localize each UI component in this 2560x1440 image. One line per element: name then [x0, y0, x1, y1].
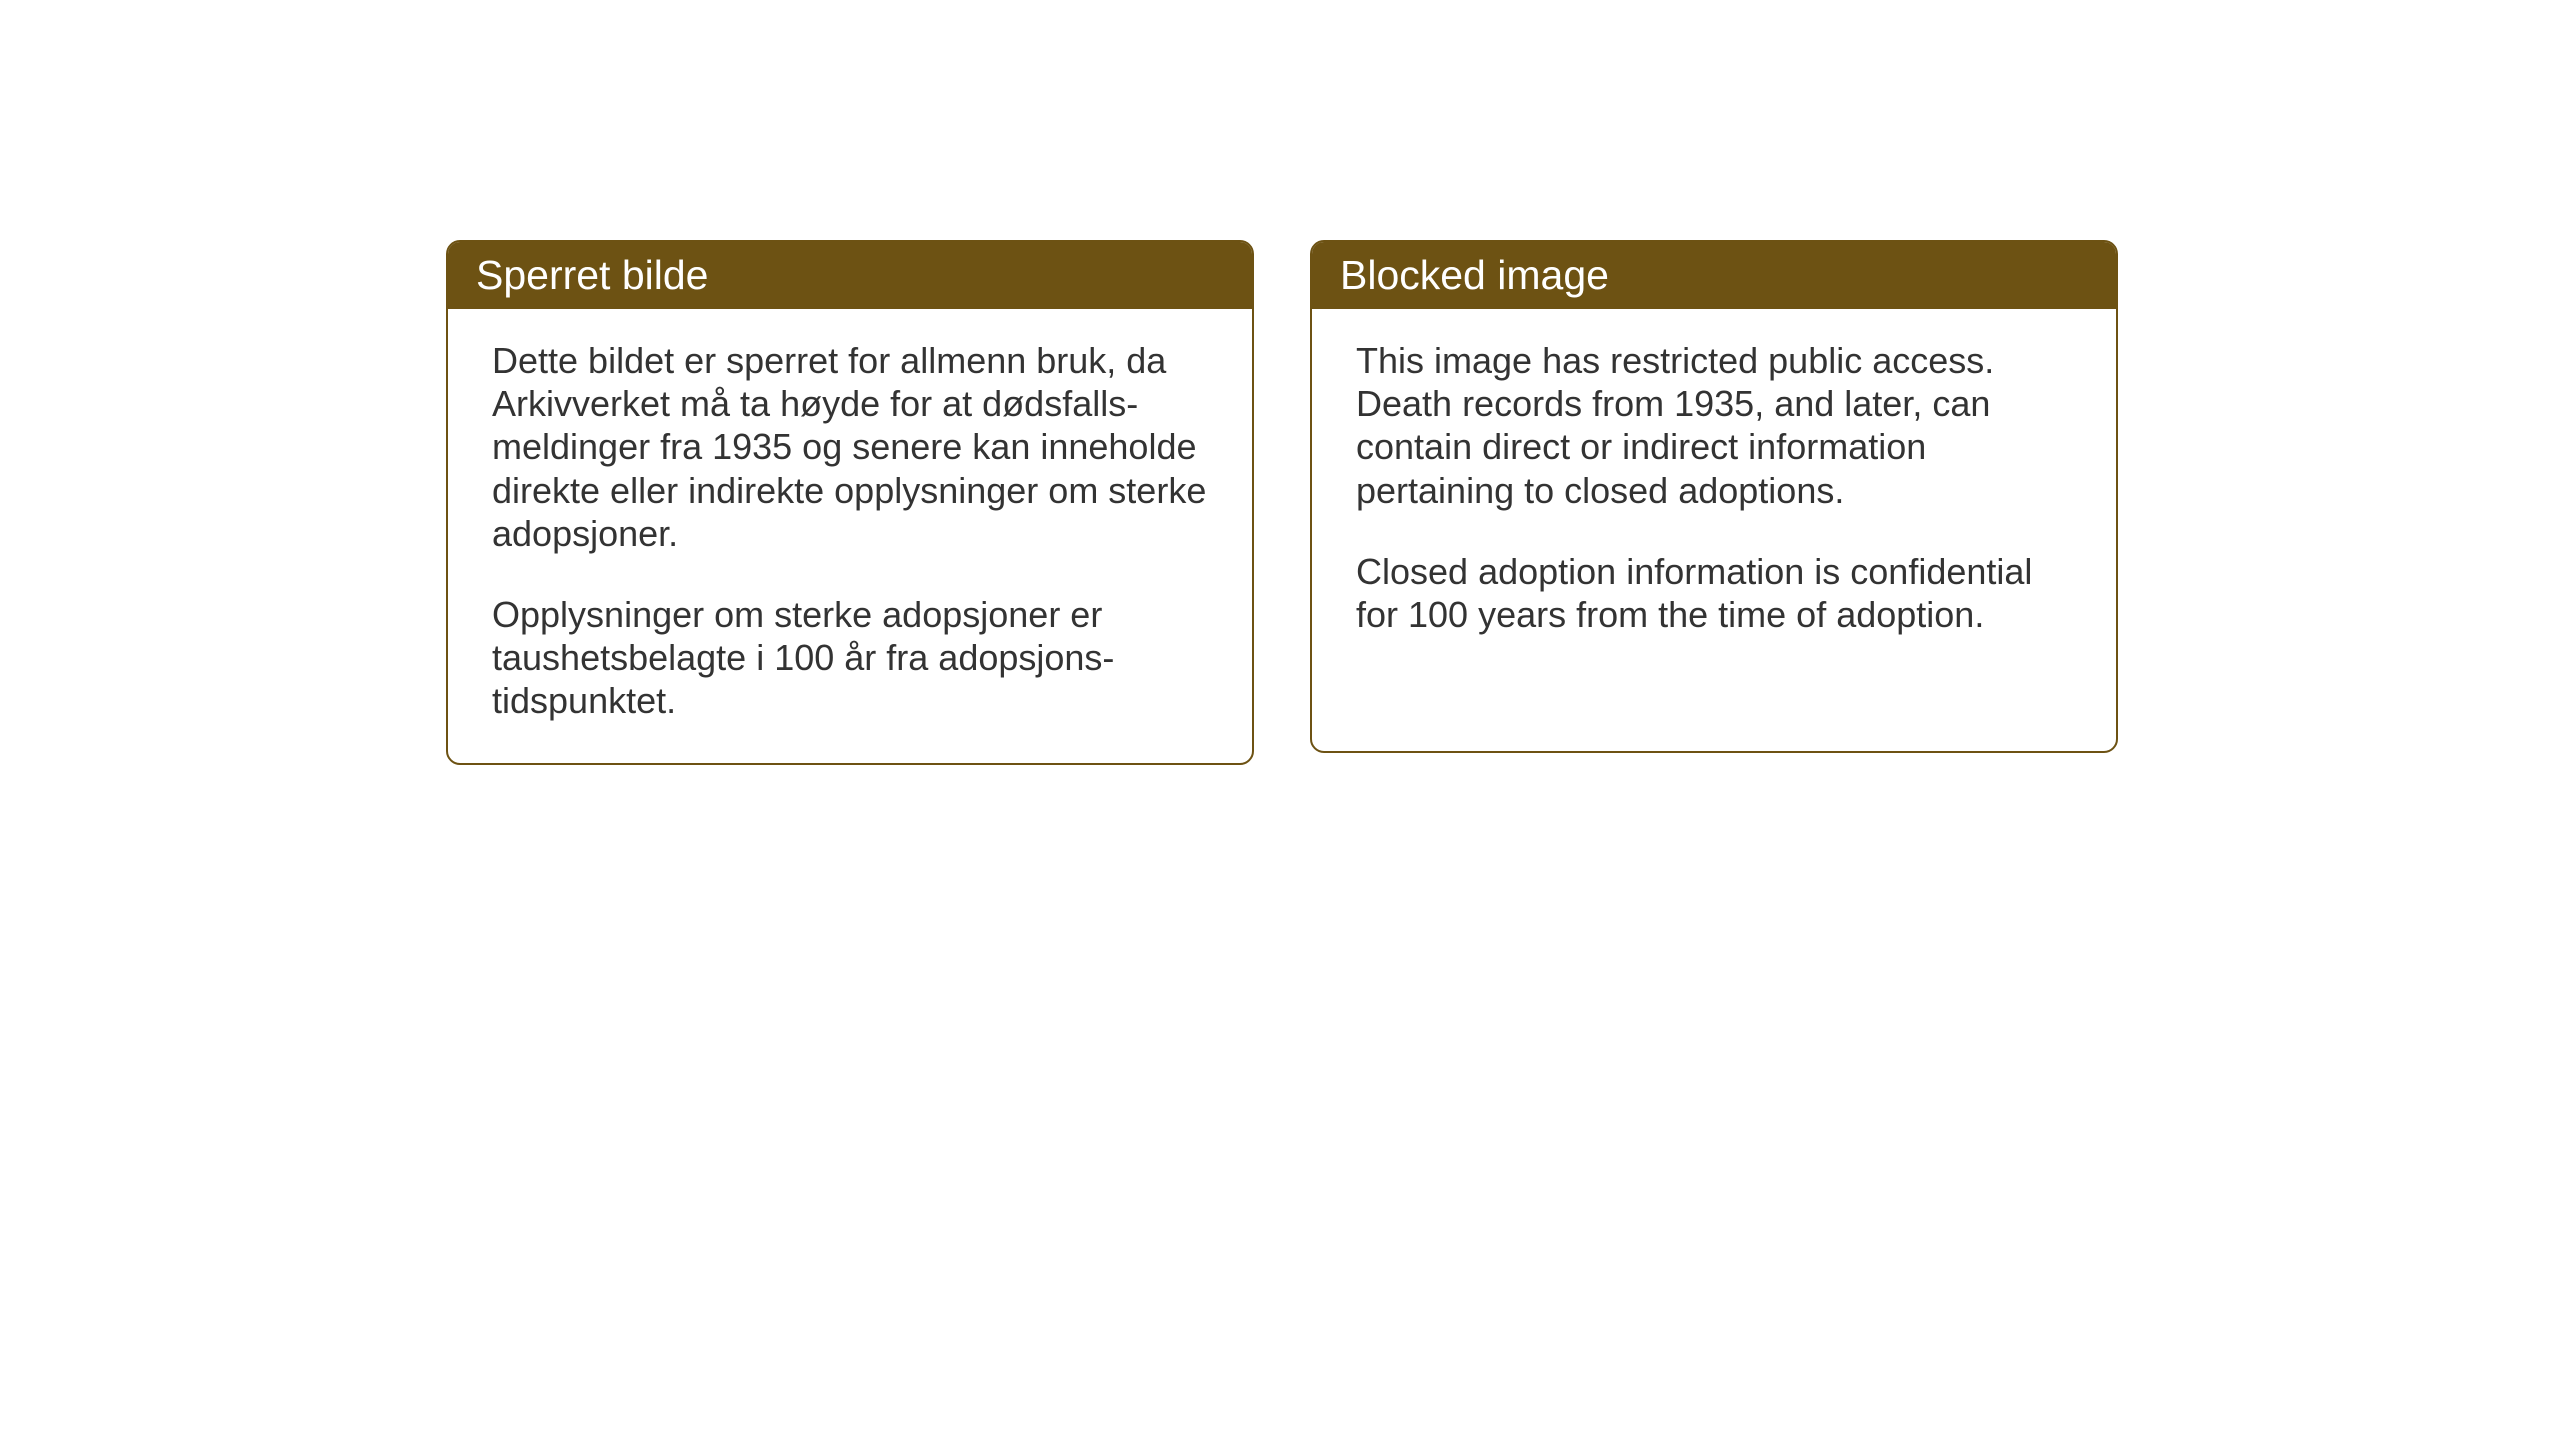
notice-cards-container: Sperret bilde Dette bildet er sperret fo…: [446, 240, 2118, 765]
norwegian-paragraph-1: Dette bildet er sperret for allmenn bruk…: [492, 339, 1208, 555]
norwegian-notice-card: Sperret bilde Dette bildet er sperret fo…: [446, 240, 1254, 765]
norwegian-card-title: Sperret bilde: [448, 242, 1252, 309]
english-paragraph-1: This image has restricted public access.…: [1356, 339, 2072, 512]
english-paragraph-2: Closed adoption information is confident…: [1356, 550, 2072, 636]
english-card-title: Blocked image: [1312, 242, 2116, 309]
norwegian-card-body: Dette bildet er sperret for allmenn bruk…: [448, 309, 1252, 763]
english-card-body: This image has restricted public access.…: [1312, 309, 2116, 676]
english-notice-card: Blocked image This image has restricted …: [1310, 240, 2118, 753]
norwegian-paragraph-2: Opplysninger om sterke adopsjoner er tau…: [492, 593, 1208, 723]
